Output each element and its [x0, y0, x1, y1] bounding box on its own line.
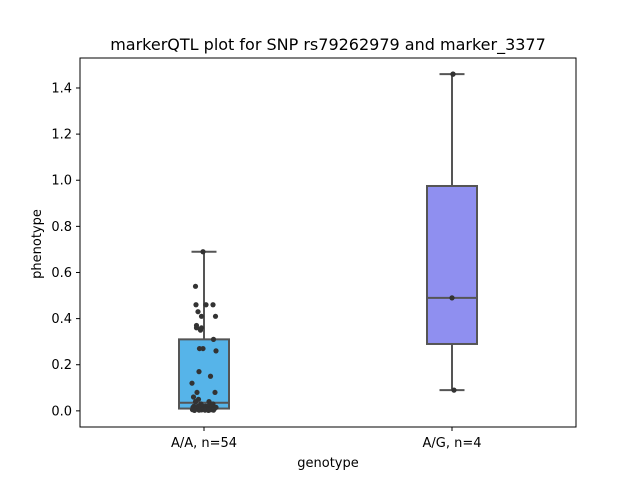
data-point: [193, 302, 199, 308]
box-iqr: [426, 184, 478, 345]
data-point: [190, 394, 197, 400]
data-point: [205, 407, 212, 413]
data-point: [200, 249, 206, 255]
y-tick-label: 0.8: [51, 220, 72, 235]
data-point: [193, 325, 200, 331]
data-point: [212, 389, 218, 396]
data-point: [449, 295, 455, 301]
data-point: [192, 399, 199, 405]
y-tick-label: 0.2: [51, 358, 72, 373]
data-point: [210, 302, 216, 308]
data-point: [192, 283, 199, 289]
data-point: [203, 302, 209, 308]
y-tick-label: 1.0: [51, 174, 72, 189]
data-point: [198, 325, 205, 331]
x-axis-label: genotype: [297, 456, 358, 471]
data-point: [196, 369, 202, 375]
y-tick-label: 1.2: [51, 128, 72, 143]
y-axis-label: phenotype: [30, 209, 45, 279]
plot-area: 0.0 0.2 0.4 0.6 0.8 1.0 1.2 1.4 A/A, n=54 A/G, n=…: [51, 57, 577, 451]
data-point: [213, 348, 219, 354]
chart-title: markerQTL plot for SNP rs79262979 and ma…: [110, 35, 546, 55]
data-point: [194, 389, 200, 396]
data-point: [210, 407, 217, 413]
box-group: [178, 249, 230, 413]
data-point: [191, 407, 198, 413]
data-point: [195, 309, 201, 315]
data-point: [198, 313, 205, 319]
y-tick-label: 0.0: [51, 404, 72, 419]
box-group: [426, 71, 478, 393]
plot-frame: [79, 57, 577, 428]
data-point: [212, 313, 219, 319]
y-tick-label: 0.4: [51, 312, 72, 327]
data-point: [200, 345, 206, 352]
data-point: [207, 373, 214, 379]
x-tick-label: A/A, n=54: [171, 436, 237, 451]
data-point: [189, 380, 195, 386]
data-point: [450, 71, 456, 77]
data-point: [196, 407, 202, 413]
data-point: [451, 387, 457, 393]
y-tick-label: 0.6: [51, 266, 72, 281]
data-point: [210, 336, 217, 342]
x-tick-label: A/G, n=4: [422, 436, 481, 451]
y-tick-label: 1.4: [51, 81, 72, 96]
